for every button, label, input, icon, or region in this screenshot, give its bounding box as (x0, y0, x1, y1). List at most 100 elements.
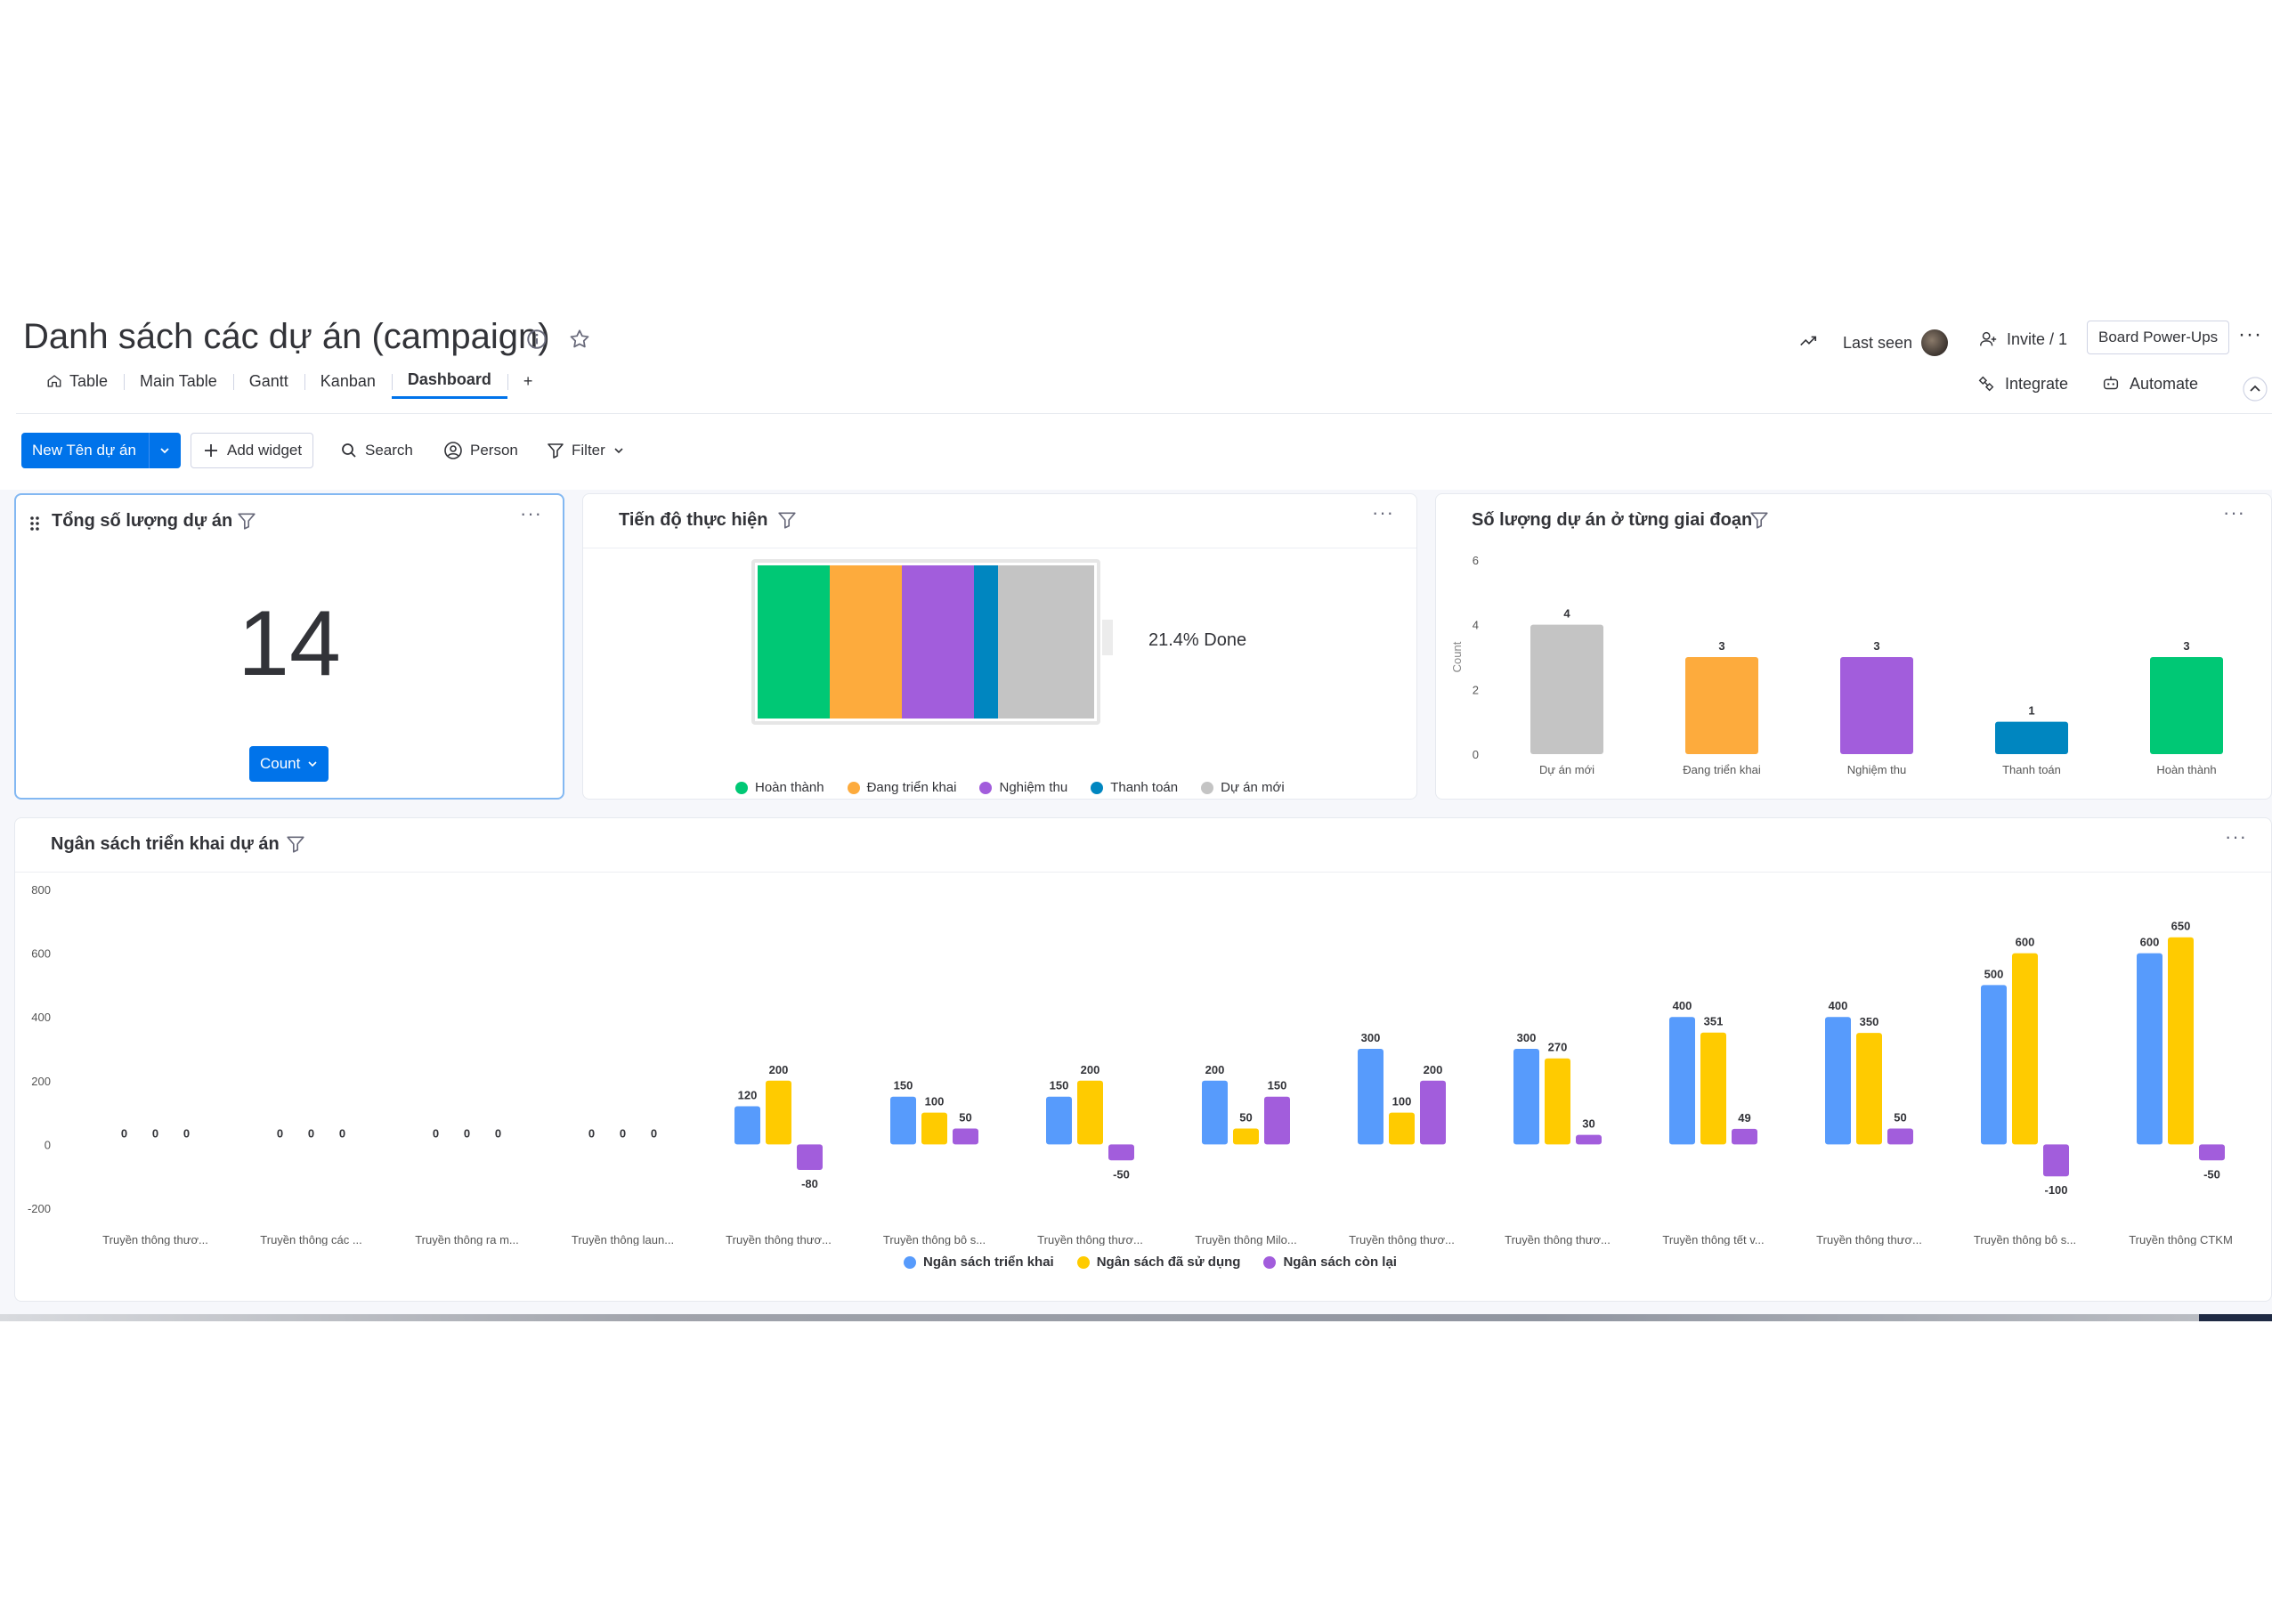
bar[interactable] (1046, 1096, 1072, 1145)
widget-more-menu[interactable]: ··· (2223, 501, 2245, 524)
bar[interactable] (1420, 1080, 1446, 1145)
bar[interactable] (766, 1080, 791, 1145)
data-label: 0 (183, 1126, 190, 1140)
legend-item[interactable]: Nghiệm thu (979, 780, 1067, 795)
filter-button[interactable]: Filter (547, 433, 625, 468)
new-item-dropdown[interactable] (148, 433, 181, 468)
bar[interactable] (1545, 1058, 1570, 1145)
add-view-button[interactable]: + (507, 363, 549, 399)
bar[interactable] (890, 1096, 916, 1145)
legend-item[interactable]: Ngân sách còn lại (1263, 1255, 1397, 1270)
battery-segment[interactable] (974, 565, 998, 719)
bar[interactable] (1732, 1128, 1757, 1145)
add-widget-button[interactable]: Add widget (191, 433, 314, 468)
bar[interactable] (1840, 657, 1913, 754)
bar[interactable] (1825, 1017, 1851, 1145)
widget-title[interactable]: Tiến độ thực hiện (619, 510, 768, 530)
bar[interactable] (1202, 1080, 1228, 1145)
widget-title[interactable]: Ngân sách triển khai dự án (51, 834, 280, 854)
bar[interactable] (1995, 721, 2068, 754)
new-item-button[interactable]: New Tên dự án (21, 433, 181, 468)
collapse-header-icon[interactable] (2242, 376, 2268, 402)
bar[interactable] (1108, 1144, 1134, 1161)
board-title[interactable]: Danh sách các dự án (campaign) (23, 317, 550, 356)
data-label: 351 (1704, 1015, 1724, 1028)
y-tick-label: 0 (1473, 748, 1479, 761)
legend-dot (904, 1255, 916, 1269)
bar[interactable] (1856, 1033, 1882, 1145)
bar[interactable] (2012, 953, 2038, 1145)
bar[interactable] (1264, 1096, 1290, 1145)
last-seen-button[interactable]: Last seen (1843, 329, 1949, 356)
bar[interactable] (1887, 1128, 1913, 1145)
widget-more-menu[interactable]: ··· (1372, 501, 1394, 524)
board-powerups-button[interactable]: Board Power-Ups (2087, 321, 2230, 354)
last-seen-label: Last seen (1843, 333, 1913, 352)
new-item-label: New Tên dự án (32, 442, 136, 459)
widget-stages-chart[interactable]: Số lượng dự án ở từng giai đoạn ··· 6 4 2 0… (1435, 493, 2272, 800)
widget-more-menu[interactable]: ··· (2225, 825, 2247, 848)
legend-item[interactable]: Dự án mới (1201, 780, 1285, 795)
legend-item[interactable]: Đang triển khai (847, 780, 956, 795)
filter-icon[interactable] (237, 511, 256, 531)
battery-segment[interactable] (902, 565, 974, 719)
filter-icon[interactable] (1749, 510, 1769, 530)
battery-segment[interactable] (998, 565, 1094, 719)
bar[interactable] (1700, 1032, 1726, 1145)
bar[interactable] (1358, 1049, 1383, 1145)
bar[interactable] (2168, 937, 2194, 1145)
filter-icon[interactable] (286, 834, 305, 854)
invite-button[interactable]: Invite / 1 (1978, 329, 2067, 349)
legend-item[interactable]: Ngân sách đã sử dụng (1076, 1255, 1240, 1270)
filter-icon[interactable] (777, 510, 797, 530)
bar[interactable] (1685, 657, 1758, 754)
bar[interactable] (797, 1144, 823, 1171)
x-tick-label: Truyền thông thươ... (102, 1233, 208, 1246)
widget-more-menu[interactable]: ··· (520, 502, 542, 524)
count-dropdown[interactable]: Count (249, 746, 329, 782)
widget-budget-chart[interactable]: Ngân sách triển khai dự án ··· 800 600 400… (14, 817, 2272, 1302)
horizontal-scrollbar[interactable] (0, 1314, 2199, 1321)
bar[interactable] (921, 1112, 947, 1145)
widget-title[interactable]: Tổng số lượng dự án (52, 511, 233, 531)
tab-main-table[interactable]: Main Table (124, 363, 233, 399)
tab-dashboard[interactable]: Dashboard (391, 363, 507, 399)
star-icon[interactable] (568, 328, 591, 351)
info-icon[interactable] (525, 328, 548, 351)
bar[interactable] (1513, 1049, 1539, 1145)
bar[interactable] (2199, 1144, 2225, 1161)
battery-segment[interactable] (830, 565, 902, 719)
y-tick-label: -200 (28, 1202, 51, 1215)
bar[interactable] (1669, 1017, 1695, 1145)
drag-handle-icon[interactable] (28, 515, 41, 532)
legend-item[interactable]: Ngân sách triển khai (904, 1255, 1054, 1270)
widget-total-projects[interactable]: Tổng số lượng dự án ··· 14 Count (14, 493, 564, 800)
bar[interactable] (1077, 1080, 1103, 1145)
battery-segment[interactable] (758, 565, 830, 719)
automate-button[interactable]: Automate (2101, 374, 2198, 394)
bar[interactable] (953, 1128, 978, 1145)
search-button[interactable]: Search (340, 433, 413, 468)
person-filter-button[interactable]: Person (443, 433, 518, 468)
legend-item[interactable]: Thanh toán (1091, 780, 1178, 795)
tab-kanban[interactable]: Kanban (304, 363, 392, 399)
legend-item[interactable]: Hoàn thành (735, 780, 824, 795)
integrate-button[interactable]: Integrate (1976, 374, 2068, 394)
bar[interactable] (2150, 657, 2223, 754)
widget-title[interactable]: Số lượng dự án ở từng giai đoạn (1472, 510, 1753, 530)
activity-icon[interactable] (1798, 331, 1818, 351)
board-more-menu[interactable]: ··· (2238, 322, 2262, 346)
bar[interactable] (2137, 953, 2162, 1145)
bar[interactable] (1389, 1112, 1415, 1145)
chevron-down-icon[interactable] (613, 444, 625, 457)
tab-gantt[interactable]: Gantt (232, 363, 304, 399)
bar[interactable] (1530, 624, 1603, 754)
bar[interactable] (1981, 985, 2007, 1145)
bar[interactable] (1576, 1134, 1602, 1145)
bar[interactable] (2043, 1144, 2069, 1177)
bar[interactable] (734, 1106, 760, 1145)
bar[interactable] (1233, 1128, 1259, 1145)
tab-table[interactable]: Table (30, 363, 124, 399)
data-label: 50 (1894, 1111, 1906, 1125)
